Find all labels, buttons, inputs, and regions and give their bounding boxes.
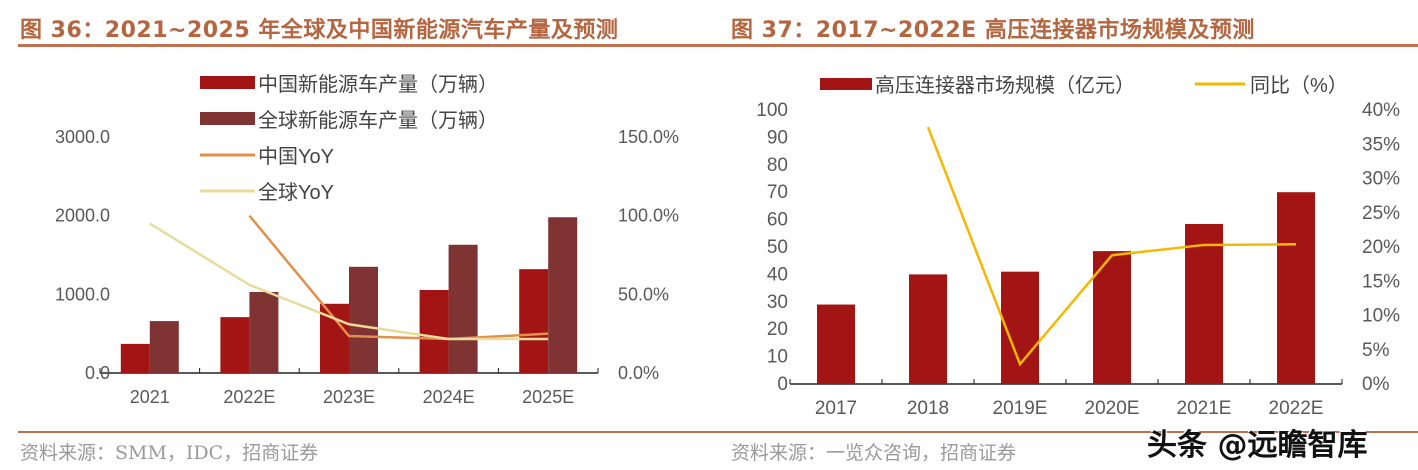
x-tick-label: 2020E [1085, 398, 1140, 419]
y-tick-label: 1000.0 [55, 284, 110, 304]
y2-tick-label: 0% [1362, 374, 1390, 395]
y2-tick-label: 0.0% [618, 363, 659, 383]
bar-2021E [1185, 223, 1223, 384]
y-tick-label: 3000.0 [55, 127, 110, 147]
chart2-title: 图 37：2017~2022E 高压连接器市场规模及预测 [731, 18, 1255, 43]
chart1: 0.0 1000.0 2000.0 3000.0 0.0% 50.0% 100.0% 150.… [55, 73, 679, 407]
y2-tick-label: 30% [1362, 169, 1400, 190]
y2-tick-label: 150.0% [618, 127, 679, 147]
bar-2022E [1277, 192, 1315, 384]
y-tick-label: 60 [767, 210, 788, 231]
legend-label: 中国YoY [258, 145, 334, 168]
bar-2025E [548, 217, 578, 373]
bar-2020E [1093, 251, 1131, 384]
chart1-source: 资料来源：SMM，IDC，招商证券 [20, 442, 319, 464]
bar-2023E [349, 266, 378, 373]
y2-tick-label: 50.0% [618, 284, 669, 304]
bar-2021 [149, 321, 179, 373]
y-tick-label: 100 [756, 100, 788, 121]
legend-label: 全球YoY [258, 181, 334, 204]
legend-swatch [200, 76, 255, 89]
x-tick-label: 2022E [1269, 398, 1324, 419]
y2-tick-label: 10% [1362, 306, 1400, 327]
x-tick-label: 2017 [815, 398, 857, 419]
y2-tick-label: 15% [1362, 271, 1400, 292]
title-divider [18, 44, 1418, 47]
bar-2025E [519, 269, 549, 373]
bar-2022E [220, 317, 250, 373]
y2-tick-label: 25% [1362, 203, 1400, 224]
y-tick-label: 30 [767, 292, 788, 313]
y2-tick-label: 35% [1362, 134, 1400, 155]
y2-tick-label: 100.0% [618, 206, 679, 226]
x-tick-label: 2019E [993, 398, 1048, 419]
y-tick-label: 20 [767, 319, 788, 340]
legend-label: 高压连接器市场规模（亿元） [875, 74, 1135, 97]
x-tick-label: 2025E [522, 387, 574, 407]
legend-swatch [820, 78, 872, 90]
x-tick-label: 2023E [323, 387, 375, 407]
bar-2017 [817, 304, 855, 384]
y-tick-label: 90 [767, 127, 788, 148]
bar-2024E [448, 244, 478, 373]
legend-label: 全球新能源车产量（万辆） [258, 109, 498, 132]
legend-swatch [200, 112, 255, 125]
source-divider [18, 431, 1418, 433]
bar-2018 [909, 274, 947, 384]
y-tick-label: 0 [777, 374, 788, 395]
chart1-title: 图 36：2021~2025 年全球及中国新能源汽车产量及预测 [20, 18, 619, 43]
y2-tick-label: 40% [1362, 100, 1400, 121]
legend-label: 同比（%） [1250, 74, 1348, 97]
y-tick-label: 70 [767, 182, 788, 203]
x-tick-label: 2022E [223, 387, 275, 407]
chart2-source: 资料来源：一览众咨询，招商证券 [731, 442, 1017, 464]
y-tick-label: 40 [767, 264, 788, 285]
y-tick-label: 0.0 [85, 363, 110, 383]
line-series [248, 214, 549, 341]
x-tick-label: 2021E [1177, 398, 1232, 419]
x-tick-label: 2021 [130, 387, 170, 407]
y2-tick-label: 5% [1362, 340, 1390, 361]
x-tick-label: 2018 [907, 398, 949, 419]
y-tick-label: 10 [767, 347, 788, 368]
bar-2024E [419, 290, 449, 373]
y-tick-label: 2000.0 [55, 206, 110, 226]
x-tick-label: 2024E [423, 387, 475, 407]
chart2: 0 10 20 30 40 50 60 70 80 90 100 0% 5% 10% 15% 20% 25% 30… [756, 74, 1400, 419]
y2-tick-label: 20% [1362, 237, 1400, 258]
y-tick-label: 50 [767, 237, 788, 258]
y-tick-label: 80 [767, 155, 788, 176]
legend-label: 中国新能源车产量（万辆） [258, 73, 498, 96]
watermark: 头条 @远瞻智库 [1147, 428, 1368, 463]
bar-2022E [249, 291, 279, 373]
bar-2021 [120, 343, 150, 373]
